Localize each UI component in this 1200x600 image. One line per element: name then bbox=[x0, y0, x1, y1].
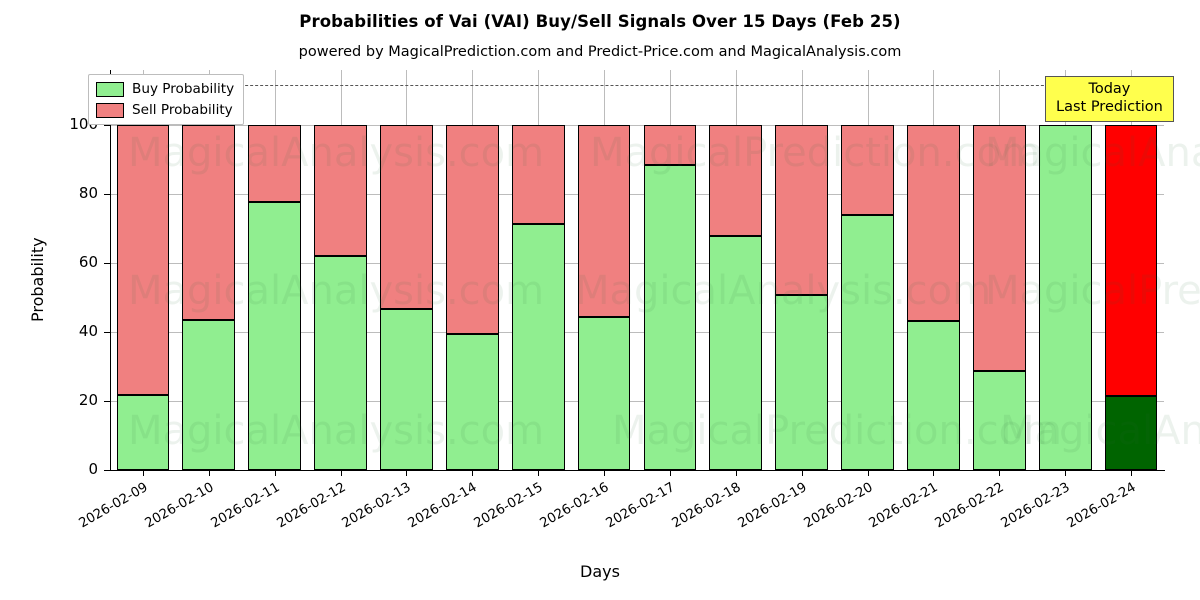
x-tick-mark bbox=[208, 470, 210, 476]
x-tick-mark bbox=[604, 470, 606, 476]
bar-group[interactable] bbox=[1104, 70, 1158, 470]
bar-segment-buy[interactable] bbox=[314, 256, 367, 470]
x-tick-mark bbox=[735, 470, 737, 476]
bar-group[interactable] bbox=[248, 70, 302, 470]
chart-subtitle: powered by MagicalPrediction.com and Pre… bbox=[298, 44, 902, 60]
gridline-60 bbox=[110, 262, 1164, 264]
chart-title: Probabilities of Vai (VAI) Buy/Sell Sign… bbox=[299, 12, 901, 31]
legend-label-buy: Buy Probability bbox=[132, 81, 235, 97]
bar-segment-sell[interactable] bbox=[182, 124, 236, 321]
bar-segment-buy[interactable] bbox=[775, 294, 829, 470]
bar-group[interactable] bbox=[314, 70, 367, 470]
bar-group[interactable] bbox=[907, 70, 960, 470]
y-tick-mark bbox=[104, 193, 111, 195]
y-tick-mark bbox=[104, 400, 111, 402]
x-tick-mark bbox=[274, 470, 276, 476]
bar-segment-sell[interactable] bbox=[972, 124, 1026, 372]
bar-group[interactable] bbox=[643, 70, 697, 470]
bar-segment-buy[interactable] bbox=[643, 165, 697, 470]
bar-segment-sell[interactable] bbox=[775, 124, 829, 295]
bar-segment-buy[interactable] bbox=[1104, 396, 1158, 470]
bar-group[interactable] bbox=[775, 70, 829, 470]
reference-dashed-line bbox=[110, 84, 1164, 86]
x-tick-mark bbox=[538, 470, 540, 476]
x-tick-mark bbox=[472, 470, 474, 476]
x-tick-mark bbox=[1131, 470, 1133, 476]
bar-segment-buy[interactable] bbox=[116, 394, 170, 470]
y-tick-mark bbox=[104, 470, 111, 471]
bar-segment-sell[interactable] bbox=[643, 124, 697, 165]
bar-segment-sell[interactable] bbox=[841, 124, 894, 215]
today-annotation-line2: Last Prediction bbox=[1056, 98, 1163, 115]
bar-segment-sell[interactable] bbox=[1104, 124, 1158, 397]
bar-group[interactable] bbox=[380, 70, 433, 470]
bar-segment-sell[interactable] bbox=[116, 124, 170, 395]
bar-segment-buy[interactable] bbox=[511, 224, 565, 470]
gridline-40 bbox=[110, 331, 1164, 333]
y-tick-mark bbox=[104, 262, 111, 264]
bar-segment-sell[interactable] bbox=[248, 124, 302, 203]
bar-group[interactable] bbox=[1038, 70, 1092, 470]
bar-segment-buy[interactable] bbox=[907, 321, 960, 470]
bar-group[interactable] bbox=[577, 70, 631, 470]
y-tick-label: 0 bbox=[88, 460, 98, 478]
bar-group[interactable] bbox=[445, 70, 499, 470]
bar-segment-sell[interactable] bbox=[511, 124, 565, 225]
legend-label-sell: Sell Probability bbox=[132, 102, 233, 118]
x-tick-mark bbox=[669, 470, 671, 476]
bar-group[interactable] bbox=[116, 70, 170, 470]
y-tick-label: 80 bbox=[78, 183, 98, 202]
bar-segment-sell[interactable] bbox=[314, 124, 367, 257]
bar-group[interactable] bbox=[511, 70, 565, 470]
gridline-20 bbox=[110, 400, 1164, 402]
bar-segment-sell[interactable] bbox=[445, 124, 499, 334]
y-axis-line bbox=[110, 70, 111, 471]
gridline-100 bbox=[110, 124, 1164, 126]
bar-segment-sell[interactable] bbox=[380, 124, 433, 309]
x-tick-mark bbox=[867, 470, 869, 476]
x-axis-label: Days bbox=[580, 562, 620, 581]
bar-segment-buy[interactable] bbox=[841, 214, 894, 470]
bar-segment-buy[interactable] bbox=[380, 308, 433, 470]
bar-segment-buy[interactable] bbox=[445, 333, 499, 470]
bar-segment-buy[interactable] bbox=[1038, 124, 1092, 470]
x-tick-mark bbox=[801, 470, 803, 476]
x-axis-line bbox=[110, 470, 1165, 471]
y-tick-label: 20 bbox=[78, 390, 98, 409]
bar-segment-buy[interactable] bbox=[972, 371, 1026, 470]
bar-segment-buy[interactable] bbox=[182, 320, 236, 470]
x-tick-mark bbox=[142, 470, 144, 476]
x-tick-mark bbox=[1065, 470, 1067, 476]
chart-legend: Buy Probability Sell Probability bbox=[88, 74, 245, 125]
legend-item-buy: Buy Probability bbox=[96, 81, 234, 97]
y-tick-label: 40 bbox=[78, 321, 98, 340]
legend-swatch-buy bbox=[96, 81, 124, 97]
gridline-80 bbox=[110, 193, 1164, 195]
bar-group[interactable] bbox=[972, 70, 1026, 470]
bar-segment-sell[interactable] bbox=[709, 124, 763, 237]
plot-area bbox=[110, 70, 1164, 470]
today-annotation-line1: Today bbox=[1088, 81, 1131, 97]
x-tick-mark bbox=[999, 470, 1001, 476]
bar-group[interactable] bbox=[182, 70, 236, 470]
bar-segment-buy[interactable] bbox=[577, 316, 631, 470]
bar-segment-sell[interactable] bbox=[907, 124, 960, 322]
bar-group[interactable] bbox=[841, 70, 894, 470]
y-tick-mark bbox=[104, 124, 111, 126]
x-tick-mark bbox=[933, 470, 935, 476]
y-axis-label: Probability bbox=[28, 237, 47, 322]
y-tick-mark bbox=[104, 331, 111, 333]
bar-segment-sell[interactable] bbox=[577, 124, 631, 317]
legend-item-sell: Sell Probability bbox=[96, 102, 234, 118]
today-annotation: Today Last Prediction bbox=[1045, 76, 1174, 123]
x-tick-mark bbox=[340, 470, 342, 476]
bar-group[interactable] bbox=[709, 70, 763, 470]
bar-segment-buy[interactable] bbox=[248, 202, 302, 470]
gridline-0 bbox=[110, 470, 1164, 471]
y-tick-label: 60 bbox=[78, 252, 98, 271]
x-tick-mark bbox=[406, 470, 408, 476]
bar-segment-buy[interactable] bbox=[709, 236, 763, 470]
legend-swatch-sell bbox=[96, 102, 124, 118]
